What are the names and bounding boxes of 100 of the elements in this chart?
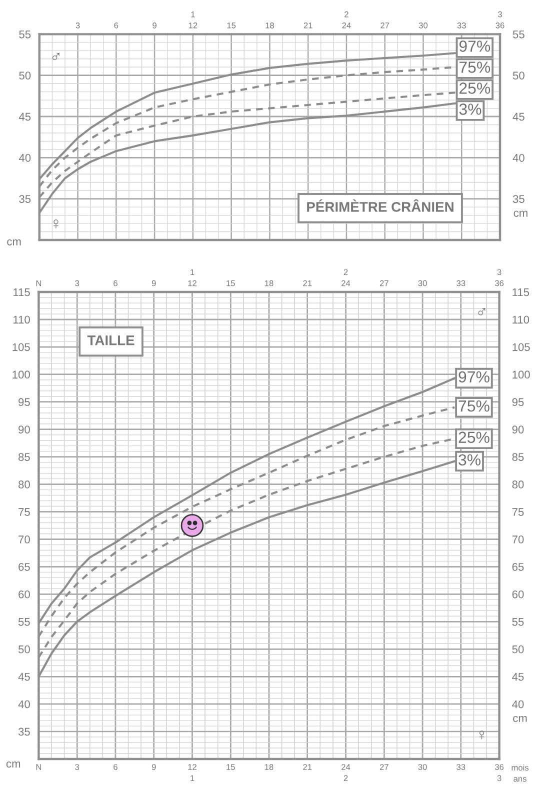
y-tick-label: 50	[19, 72, 31, 80]
x2-tick-label: 27	[380, 280, 388, 286]
legend-label: 3%	[458, 454, 481, 466]
x2-tick-label: N	[36, 280, 42, 286]
legend-label: 3%	[459, 104, 482, 115]
y-tick-label: 45	[18, 112, 31, 121]
x-tick-label: 21	[303, 764, 312, 770]
x-tick-label: 36 3	[494, 764, 504, 782]
x2-tick-label: 30	[418, 280, 427, 286]
legend-label: 25%	[458, 432, 490, 443]
y2-tick-label: 90	[512, 426, 524, 434]
x-tick-label: 15	[226, 764, 235, 770]
x-tick-label: 12 1	[188, 764, 196, 781]
y-tick-label: 70	[18, 536, 30, 544]
y-axis-title: cm	[6, 762, 20, 768]
x2-tick-label: 33	[456, 280, 466, 286]
y2-tick-label: 45	[512, 112, 524, 121]
x2-tick-label: 3 36	[494, 269, 504, 286]
y-tick-label: 45	[18, 672, 30, 681]
y2-tick-label: 105	[512, 343, 530, 352]
y2-tick-label: 35	[512, 195, 524, 203]
x2-tick-label: 15	[226, 280, 235, 286]
x2-tick-label: 2 24	[342, 11, 351, 28]
y2-tick-label: 65	[512, 562, 524, 571]
x2-tick-label: 18	[265, 280, 274, 286]
x2-tick-label: 6	[114, 280, 118, 286]
y2-tick-label: 80	[512, 480, 524, 488]
x2-tick-label: 3	[75, 280, 80, 286]
x-tick-label: 18	[265, 764, 274, 770]
annotation: ♂	[478, 308, 486, 316]
legend-label: 75%	[460, 62, 490, 73]
y2-tick-label: 55	[512, 618, 524, 626]
legend-label: 75%	[458, 400, 490, 412]
y-tick-label: 95	[18, 398, 30, 406]
y-tick-label: 55	[18, 618, 30, 626]
y2-tick-label: 50	[512, 645, 524, 654]
y2-tick-label: 70	[512, 536, 524, 544]
y-tick-label: 50	[18, 645, 30, 654]
annotation: ♂	[52, 52, 60, 60]
x-tick-label: N	[36, 764, 42, 770]
y2-tick-label: 60	[512, 590, 524, 598]
x2-tick-label: 9	[152, 22, 156, 28]
y2-tick-label: 85	[512, 453, 524, 461]
y-tick-label: 75	[18, 508, 30, 516]
y-tick-label: 80	[18, 480, 30, 488]
y2-axis-title: cm	[514, 210, 528, 217]
x2-tick-label: 21	[304, 22, 312, 28]
x2-tick-label: 6	[114, 22, 118, 28]
y-tick-label: 115	[13, 288, 30, 296]
x2-tick-label: 2 24	[342, 269, 350, 286]
annotation: ♀	[54, 219, 58, 228]
x2-tick-label: 33	[457, 22, 466, 28]
y-tick-label: 55	[19, 30, 31, 38]
x-tick-label: 30	[418, 764, 427, 770]
y2-tick-label: 40	[512, 154, 524, 162]
legend-label: 25%	[459, 82, 490, 94]
x-tick-label: 6	[114, 764, 118, 770]
y2-tick-label: 100	[512, 370, 530, 379]
x2-tick-label: 3	[76, 22, 80, 28]
y2-tick-label: 40	[512, 700, 524, 708]
x-tick-label: 9	[152, 764, 156, 770]
y2-tick-label: 55	[512, 30, 524, 38]
text: PÉRIMÈTRE CRÂNIEN	[307, 199, 454, 212]
y-tick-label: 40	[18, 700, 30, 708]
y2-axis-title: cm	[513, 716, 527, 722]
y-tick-label: 35	[18, 728, 30, 736]
x-tick-label: 33	[456, 764, 466, 770]
y-tick-label: 35	[19, 195, 31, 203]
y-tick-label: 105	[12, 343, 30, 352]
y2-tick-label: 110	[512, 316, 530, 324]
y2-tick-label: 50	[512, 72, 524, 80]
x-tick-label: 24 2	[342, 764, 350, 781]
x2-tick-label: 3 36	[496, 11, 504, 28]
x-axis-title: mois ans	[512, 764, 529, 782]
y-tick-label: 40	[18, 154, 31, 162]
y-tick-label: 60	[18, 590, 30, 598]
y-tick-label: 90	[18, 426, 30, 434]
y2-tick-label: 75	[512, 508, 524, 516]
annotation: ♀	[479, 730, 484, 740]
x2-tick-label: 1 12	[188, 11, 198, 28]
x2-tick-label: 18	[266, 22, 274, 28]
x2-tick-label: 21	[303, 280, 312, 286]
x2-tick-label: 15	[227, 22, 236, 28]
x-tick-label: 3	[75, 764, 80, 770]
x2-tick-label: 27	[380, 22, 390, 28]
series-label: 97%	[458, 371, 490, 383]
y-axis-title: cm	[7, 239, 21, 246]
y-tick-label: 65	[18, 562, 30, 571]
x2-tick-label: 9	[152, 280, 156, 286]
y2-tick-label: 115	[512, 288, 530, 296]
y-tick-label: 100	[12, 370, 30, 379]
y-tick-label: 85	[18, 453, 30, 461]
series-label: 97%	[459, 40, 490, 52]
x2-tick-label: 1 12	[188, 269, 196, 286]
y2-tick-label: 95	[512, 398, 524, 406]
text: TAILLE	[87, 336, 134, 346]
y2-tick-label: 45	[512, 672, 524, 681]
x2-tick-label: 30	[418, 22, 428, 28]
x-tick-label: 27	[380, 764, 388, 770]
y-tick-label: 110	[13, 316, 30, 324]
